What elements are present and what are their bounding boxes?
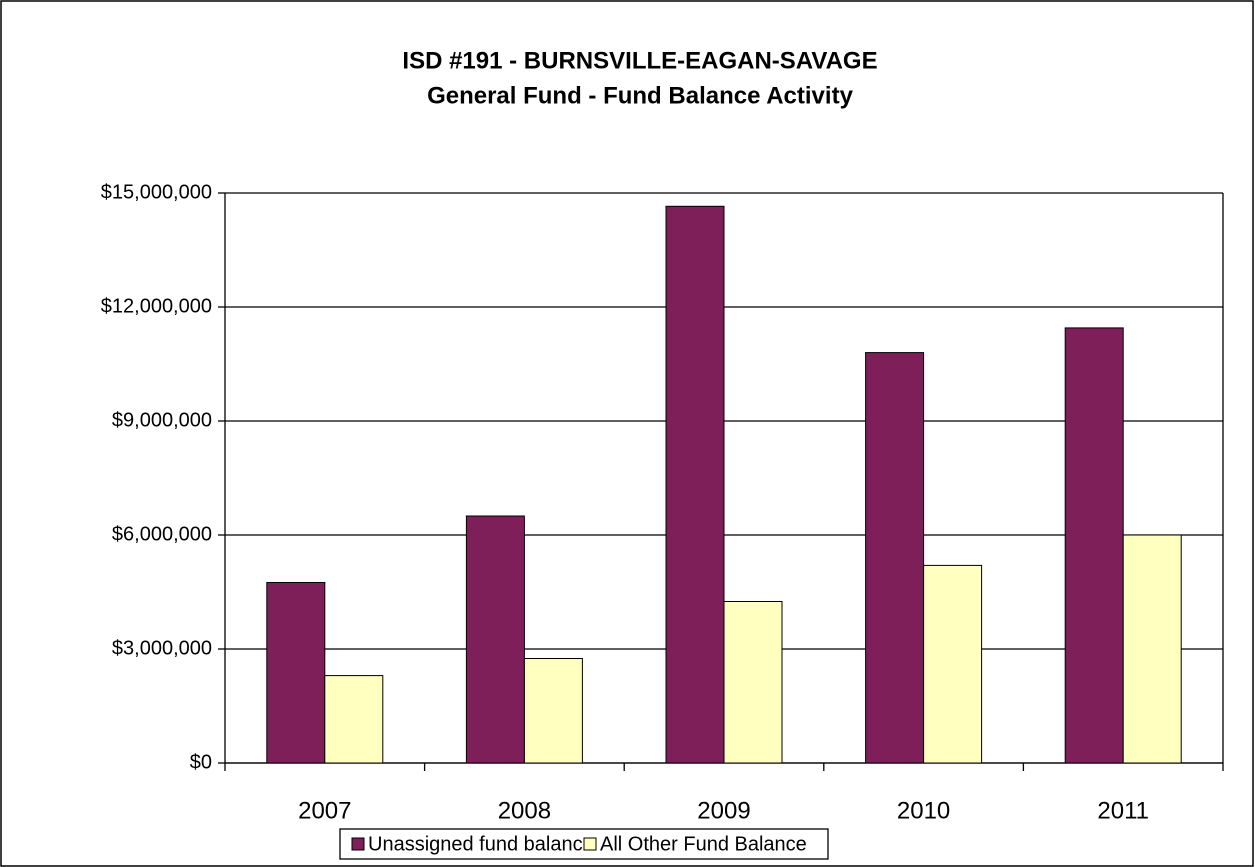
legend-label: Unassigned fund balance [368,833,594,855]
bar [465,515,525,764]
y-tick-label: $15,000,000 [101,181,212,203]
x-tick-label: 2011 [1097,797,1149,824]
bar [1122,534,1182,764]
legend-swatch [351,837,365,851]
x-tick-label: 2010 [897,797,950,824]
bar [266,582,326,764]
chart-subtitle: General Fund - Fund Balance Activity [427,82,854,109]
chart-title: ISD #191 - BURNSVILLE-EAGAN-SAVAGE [402,47,877,74]
x-tick-label: 2007 [298,797,351,824]
bar [923,564,983,764]
bar [324,675,384,764]
bar [865,352,925,764]
x-tick-label: 2009 [697,797,750,824]
y-tick-label: $3,000,000 [112,637,212,659]
bar [723,601,783,764]
bar [523,658,583,764]
y-tick-label: $0 [190,751,212,773]
y-tick-label: $6,000,000 [112,523,212,545]
y-tick-label: $9,000,000 [112,409,212,431]
bar [665,205,725,764]
legend-swatch [583,837,597,851]
bar [1064,327,1124,764]
y-tick-label: $12,000,000 [101,295,212,317]
x-tick-label: 2008 [498,797,551,824]
legend-label: All Other Fund Balance [600,833,807,855]
